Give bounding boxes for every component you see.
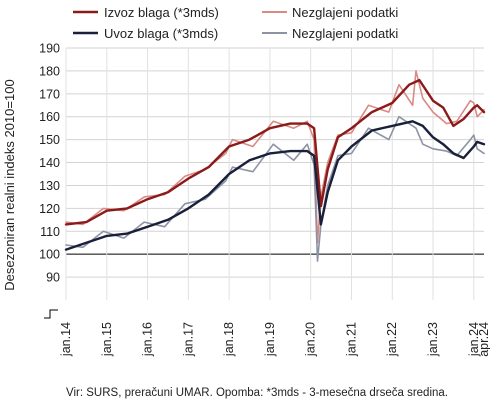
source-note: Vir: SURS, preračuni UMAR. Opomba: *3mds… (66, 387, 448, 399)
series-line-0 (64, 78, 486, 226)
y-tick-label: 120 (39, 202, 60, 216)
y-tick-label: 150 (39, 133, 60, 147)
x-tick-label: jan.23 (426, 322, 440, 357)
legend-label-exports-raw: Nezglajeni podatki (292, 5, 398, 20)
axis-break-mark (44, 309, 58, 319)
y-tick-label: 110 (40, 225, 60, 239)
y-tick-label: 160 (39, 110, 60, 124)
x-tick-label: jan.20 (304, 322, 318, 357)
y-tick-label: 90 (46, 271, 60, 285)
x-tick-label: jan.15 (100, 322, 114, 357)
axis-break (44, 309, 58, 319)
legend-label-imports-raw: Nezglajeni podatki (292, 26, 398, 41)
series-line-2 (64, 120, 486, 251)
grid (65, 47, 484, 300)
x-tick-label: apr.24 (477, 322, 490, 357)
x-tick-label: jan.18 (222, 322, 236, 357)
y-tick-label: 180 (39, 64, 60, 78)
y-tick-label: 190 (39, 42, 60, 56)
x-tick-label: jan.16 (141, 322, 155, 357)
series-line-1 (65, 70, 485, 244)
y-tick-label: 100 (39, 248, 60, 262)
x-tick-label: jan.19 (263, 322, 277, 357)
legend-label-exports-smoothed: Izvoz blaga (*3mds) (104, 5, 219, 20)
series-line-3 (65, 115, 485, 262)
x-axis-ticks: jan.14 jan.15 jan.16 jan.17 jan.18 jan.19 jan.… (59, 322, 490, 357)
series-lines (64, 70, 486, 262)
x-tick-label: jan.17 (181, 322, 195, 357)
y-axis-label: Desezoniran realni indeks 2010=100 (2, 79, 17, 290)
y-axis-ticks: 90 100 110 120 130 140 150 160 170 180 190 (39, 42, 60, 285)
x-tick-label: jan.14 (59, 322, 73, 357)
legend: Izvoz blaga (*3mds) Nezglajeni podatki U… (73, 5, 398, 41)
x-tick-label: jan.24 (467, 322, 481, 357)
y-tick-label: 130 (39, 179, 60, 193)
y-tick-label: 170 (39, 87, 60, 101)
y-tick-label: 140 (39, 156, 60, 170)
x-tick-label: jan.21 (344, 322, 358, 357)
legend-label-imports-smoothed: Uvoz blaga (*3mds) (104, 26, 218, 41)
x-tick-label: jan.22 (385, 322, 399, 357)
